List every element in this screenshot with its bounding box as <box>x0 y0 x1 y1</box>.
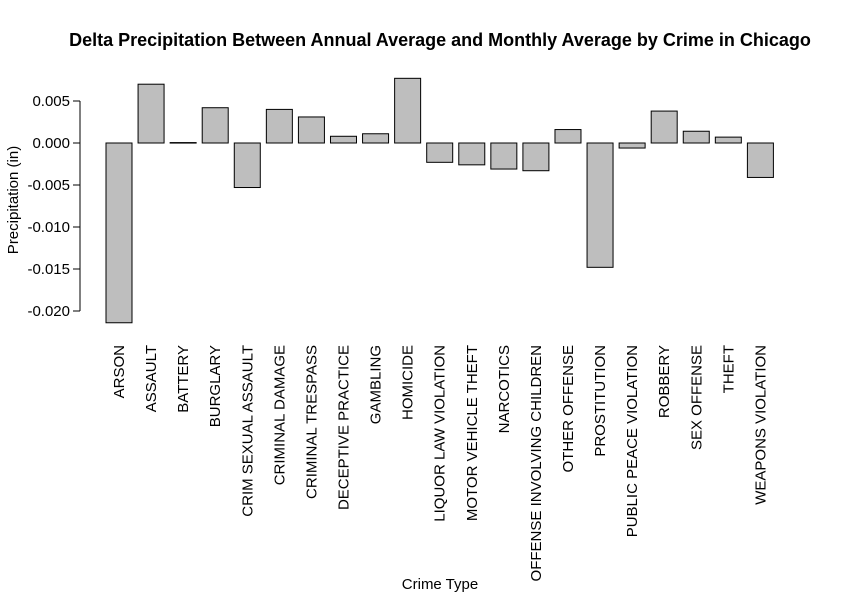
y-axis-label: Precipitation (in) <box>5 146 22 254</box>
y-tick-label: 0.000 <box>32 135 70 152</box>
x-tick-label: BURGLARY <box>207 345 224 427</box>
bar <box>362 133 390 144</box>
bar <box>137 83 165 144</box>
x-tick-label: CRIMINAL DAMAGE <box>271 345 288 485</box>
x-tick-label: HOMICIDE <box>400 345 417 420</box>
bar <box>394 77 422 144</box>
bar <box>586 142 614 268</box>
bar <box>265 108 293 144</box>
x-tick-label: ASSAULT <box>143 345 160 412</box>
bar <box>522 142 550 172</box>
chart-title: Delta Precipitation Between Annual Avera… <box>69 30 811 50</box>
bar <box>746 142 774 178</box>
bar <box>201 107 229 144</box>
bar <box>105 142 133 324</box>
bars <box>105 77 774 324</box>
x-tick-label: WEAPONS VIOLATION <box>752 345 769 505</box>
x-tick-label: PROSTITUTION <box>592 345 609 457</box>
bar <box>714 136 742 144</box>
bar <box>426 142 454 163</box>
y-tick-label: -0.020 <box>27 303 70 320</box>
x-tick-label: DECEPTIVE PRACTICE <box>335 345 352 510</box>
bar <box>329 135 357 144</box>
x-tick-label: CRIM SEXUAL ASSAULT <box>239 345 256 517</box>
x-tick-label: OTHER OFFENSE <box>560 345 577 473</box>
x-tick-label: MOTOR VEHICLE THEFT <box>464 345 481 521</box>
x-tick-label: PUBLIC PEACE VIOLATION <box>624 345 641 537</box>
bar <box>650 110 678 144</box>
x-axis-labels: ARSON ASSAULT BATTERY BURGLARY CRIM SEXUAL A… <box>111 345 769 581</box>
bar <box>169 142 197 144</box>
bar <box>490 142 518 170</box>
y-tick-label: -0.010 <box>27 219 70 236</box>
y-tick-label: -0.015 <box>27 261 70 278</box>
x-tick-label: ARSON <box>111 345 128 398</box>
y-tick-label: 0.005 <box>32 93 70 110</box>
x-tick-label: CRIMINAL TRESPASS <box>303 345 320 499</box>
x-tick-label: BATTERY <box>175 345 192 413</box>
bar <box>682 130 710 144</box>
x-axis-label: Crime Type <box>402 576 478 593</box>
x-tick-label: LIQUOR LAW VIOLATION <box>432 345 449 522</box>
bar <box>297 116 325 144</box>
bar <box>618 142 646 149</box>
x-tick-label: GAMBLING <box>368 345 385 424</box>
x-tick-label: ROBBERY <box>656 345 673 418</box>
y-tick-label: -0.005 <box>27 177 70 194</box>
bar <box>458 142 486 166</box>
y-axis: -0.020 -0.015 -0.010 -0.005 0.000 0.005 <box>27 93 81 320</box>
x-tick-label: NARCOTICS <box>496 345 513 433</box>
x-tick-label: THEFT <box>720 345 737 393</box>
bar <box>554 129 582 144</box>
bar <box>233 142 261 189</box>
x-tick-label: OFFENSE INVOLVING CHILDREN <box>528 345 545 581</box>
x-tick-label: SEX OFFENSE <box>688 345 705 450</box>
